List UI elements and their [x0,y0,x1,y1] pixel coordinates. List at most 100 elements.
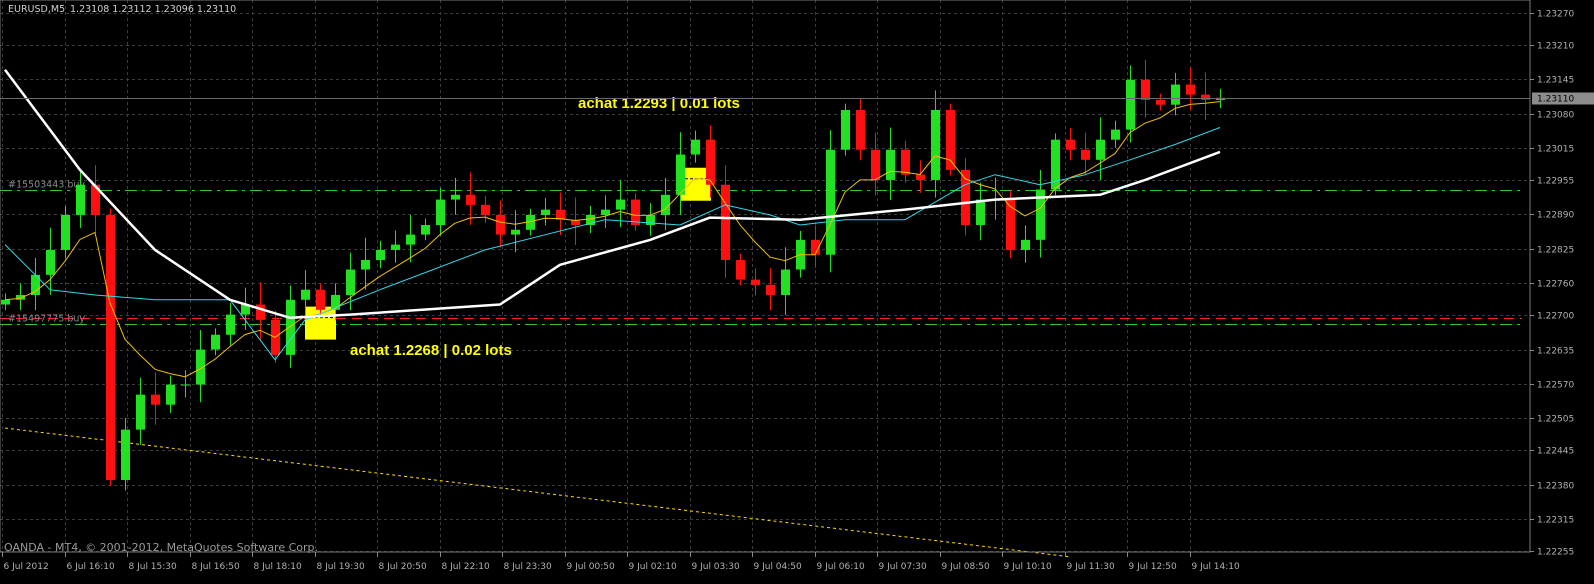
candle-body [676,154,685,195]
candle-body [766,284,775,295]
candle-body [1141,79,1150,100]
candle-body [421,225,430,235]
time-tick-label: 9 Jul 11:30 [1067,562,1116,572]
candle-body [901,149,910,175]
candle-body [1111,129,1120,140]
ma-slow-line [3,68,1221,320]
price-tick-label: 1.23015 [1537,145,1574,155]
candle-body [496,214,505,235]
price-tick-label: 1.23270 [1537,10,1574,20]
price-tick-label: 1.22380 [1537,482,1574,492]
candle-body [661,194,670,215]
candle-body [1036,189,1045,240]
candle-body [316,289,325,310]
candle-body [46,249,55,275]
time-tick-label: 8 Jul 16:50 [192,562,241,572]
candle-body [571,219,580,226]
time-tick-label: 9 Jul 06:10 [817,562,866,572]
candle-body [31,274,40,295]
candle-body [61,214,70,250]
candle-body [211,334,220,350]
time-tick-label: 6 Jul 2012 [4,562,49,572]
candle-body [586,214,595,226]
candle-body [1006,199,1015,250]
candle-body [781,269,790,295]
candle-body [1126,79,1135,130]
candle-body [151,394,160,405]
price-tick-label: 1.23145 [1537,76,1574,86]
time-tick-label: 9 Jul 03:30 [692,562,741,572]
price-tick-label: 1.22890 [1537,211,1574,221]
candle-body [646,214,655,226]
candle-body [541,209,550,215]
grid [0,0,1530,552]
candle-body [1081,149,1090,160]
candle-body [916,174,925,180]
candle-body [166,384,175,405]
candle-body [391,244,400,250]
candle-body [286,299,295,355]
price-tick-label: 1.22955 [1537,177,1574,187]
candle-body [1186,84,1195,95]
time-tick-label: 6 Jul 16:10 [67,562,116,572]
price-tick-label: 1.22255 [1537,548,1574,558]
price-tick-label: 1.22570 [1537,381,1574,391]
candle-body [1096,139,1105,160]
time-tick-label: 8 Jul 18:10 [254,562,303,572]
trendline[interactable] [4,427,1071,558]
time-tick-label: 8 Jul 22:10 [442,562,491,572]
plot-frame [0,0,1531,553]
candle-body [241,304,250,315]
candle-body [706,139,715,185]
candle-body [1,299,10,305]
candle-body [121,429,130,480]
candle-body [721,184,730,261]
order-line-label: #15503443 buy [8,180,85,191]
symbol-label: EURUSD,M5 [8,4,65,15]
candle-body [976,199,985,226]
current-price-badge [1532,92,1594,105]
price-tick-label: 1.22700 [1537,312,1574,322]
time-tick-label: 8 Jul 19:30 [317,562,366,572]
candle-body [556,209,565,220]
ohlc-readout: 1.23108 1.23112 1.23096 1.23110 [70,4,236,15]
candle-body [451,194,460,200]
candle-body [1156,99,1165,105]
candle-body [1051,139,1060,190]
candle-body [871,149,880,180]
ma-mid-line [4,127,1221,361]
ma-fast-line [4,101,1221,378]
copyright-text: OANDA - MT4, © 2001-2012, MetaQuotes Sof… [4,541,318,554]
candle-body [886,149,895,180]
candle-body [856,109,865,150]
candle-body [751,279,760,285]
time-axis[interactable]: 6 Jul 2012 6 Jul 16:10 8 Jul 15:30 8 Jul 16… [2,552,1241,572]
candle-body [466,194,475,205]
price-tick-label: 1.23080 [1537,111,1574,121]
candle-body [946,109,955,170]
candle-body [1201,94,1210,100]
time-tick-label: 8 Jul 20:50 [379,562,428,572]
candle-body [616,199,625,210]
candle-body [841,109,850,150]
candle-body [256,304,265,320]
candle-body [961,169,970,226]
candle-body [136,394,145,430]
annotations: achat 1.2293 | 0.01 lots achat 1.2268 | 0… [350,95,740,359]
candle-body [511,229,520,235]
time-tick-label: 8 Jul 15:30 [129,562,178,572]
time-tick-label: 9 Jul 08:50 [942,562,991,572]
order-line-label: #15497775 buy [8,314,85,325]
time-tick-label: 9 Jul 07:30 [879,562,928,572]
candle-body [1171,84,1180,105]
candle-body [406,234,415,245]
time-tick-label: 9 Jul 10:10 [1004,562,1053,572]
candle-body [376,249,385,261]
time-tick-label: 8 Jul 23:30 [504,562,553,572]
trade-annotation: achat 1.2293 | 0.01 lots [578,95,740,112]
price-axis[interactable]: 1.23270 1.23210 1.23145 1.23080 1.23015 1.229… [0,10,1594,558]
candle-body [301,289,310,300]
time-tick-label: 9 Jul 04:50 [754,562,803,572]
